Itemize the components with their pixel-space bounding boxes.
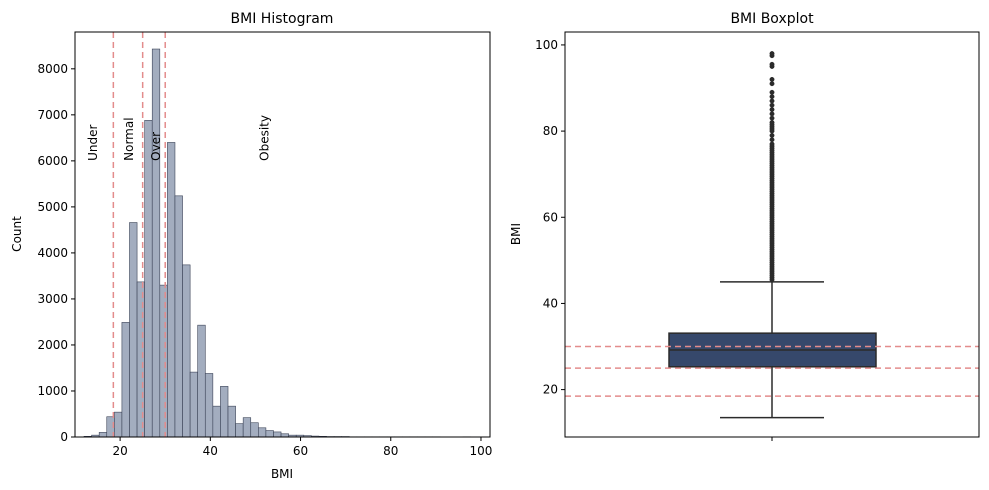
histogram-bar bbox=[159, 284, 168, 438]
boxplot-outlier bbox=[769, 132, 775, 138]
histogram-bar bbox=[204, 373, 214, 438]
histogram-x-tick-label: 80 bbox=[383, 444, 398, 458]
boxplot-y-axis-label: BMI bbox=[509, 223, 523, 245]
histogram-y-tick-label: 2000 bbox=[37, 338, 68, 352]
histogram-bar bbox=[227, 405, 236, 438]
histogram-x-ticks: 20 40 60 80 100 bbox=[112, 437, 492, 458]
histogram-bar bbox=[273, 431, 282, 438]
boxplot-outlier bbox=[769, 102, 775, 108]
histogram-bar bbox=[265, 430, 274, 438]
boxplot-y-tick-label: 20 bbox=[543, 383, 558, 397]
histogram-y-tick-label: 1000 bbox=[37, 384, 68, 398]
boxplot-reference-lines bbox=[565, 345, 979, 397]
boxplot-y-ticks: 20 40 60 80 100 bbox=[535, 38, 565, 397]
histogram-bar bbox=[121, 322, 130, 438]
histogram-x-tick-label: 20 bbox=[112, 444, 127, 458]
histogram-y-tick-label: 7000 bbox=[37, 108, 68, 122]
histogram-bar bbox=[250, 422, 259, 438]
boxplot-y-tick-label: 80 bbox=[543, 124, 558, 138]
boxplot-title: BMI Boxplot bbox=[730, 11, 814, 27]
histogram-bar bbox=[114, 411, 123, 438]
histogram-y-tick-label: 8000 bbox=[37, 62, 68, 76]
boxplot-y-tick-label: 100 bbox=[535, 38, 558, 52]
boxplot-outlier bbox=[769, 107, 775, 113]
histogram-annotation: Normal bbox=[122, 117, 136, 160]
histogram-bar bbox=[98, 432, 108, 438]
histogram-bars bbox=[83, 48, 471, 438]
histogram-bar bbox=[136, 281, 145, 438]
histogram-y-ticks: 0 1000 2000 3000 4000 5000 6000 7000 8000 bbox=[37, 62, 75, 444]
histogram-bar bbox=[182, 264, 191, 438]
histogram-bar bbox=[167, 142, 176, 438]
boxplot-outlier bbox=[769, 76, 775, 82]
boxplot-outlier bbox=[769, 81, 775, 87]
histogram-bar bbox=[220, 386, 229, 438]
boxplot-outlier bbox=[769, 98, 775, 104]
boxplot-y-tick-label: 40 bbox=[543, 296, 558, 310]
histogram-annotation: Under bbox=[86, 124, 100, 160]
histogram-annotations: Under Normal Over Obesity bbox=[86, 115, 271, 161]
boxplot-outlier bbox=[769, 137, 775, 143]
histogram-panel: BMI Histogram Under Normal Over Obesity 20 4… bbox=[10, 11, 492, 481]
histogram-title: BMI Histogram bbox=[231, 11, 334, 27]
boxplot-outlier bbox=[769, 141, 775, 147]
histogram-y-tick-label: 0 bbox=[60, 430, 68, 444]
histogram-bar bbox=[258, 427, 267, 438]
boxplot-outlier bbox=[769, 111, 775, 117]
histogram-x-tick-label: 40 bbox=[203, 444, 218, 458]
histogram-annotation: Obesity bbox=[257, 115, 271, 161]
histogram-y-tick-label: 6000 bbox=[37, 154, 68, 168]
histogram-x-tick-label: 60 bbox=[293, 444, 308, 458]
boxplot-y-tick-label: 60 bbox=[543, 210, 558, 224]
boxplot-outlier bbox=[769, 61, 775, 67]
boxplot-outlier bbox=[769, 51, 775, 56]
histogram-y-tick-label: 4000 bbox=[37, 246, 68, 260]
histogram-y-axis-label: Count bbox=[10, 216, 24, 252]
histogram-bar bbox=[144, 120, 153, 438]
histogram-bar bbox=[242, 417, 252, 438]
histogram-y-tick-label: 3000 bbox=[37, 292, 68, 306]
histogram-bar bbox=[129, 222, 138, 438]
boxplot-outlier bbox=[769, 94, 775, 100]
histogram-plot-frame bbox=[74, 31, 491, 438]
histogram-bar bbox=[212, 405, 221, 438]
histogram-reference-lines bbox=[112, 32, 166, 437]
histogram-bar bbox=[189, 371, 198, 438]
histogram-bar bbox=[235, 423, 244, 438]
histogram-bar bbox=[151, 48, 161, 438]
boxplot-outlier bbox=[769, 120, 775, 125]
boxplot-outlier bbox=[769, 115, 775, 121]
histogram-y-tick-label: 5000 bbox=[37, 200, 68, 214]
boxplot-panel: BMI Boxplot 20 40 60 80 100 BMI bbox=[509, 11, 980, 441]
boxplot-body bbox=[668, 51, 877, 419]
histogram-x-axis-label: BMI bbox=[271, 467, 293, 481]
histogram-bar bbox=[174, 195, 183, 438]
boxplot-outlier bbox=[769, 89, 775, 95]
histogram-annotation: Over bbox=[149, 132, 163, 161]
histogram-bar bbox=[197, 324, 206, 438]
histogram-x-tick-label: 100 bbox=[470, 444, 493, 458]
